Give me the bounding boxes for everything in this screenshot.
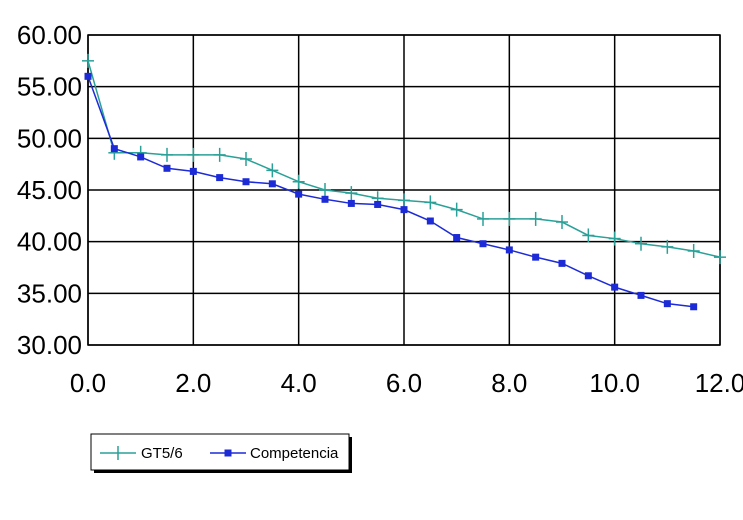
data-point bbox=[582, 228, 595, 243]
data-point bbox=[687, 243, 700, 258]
data-point bbox=[82, 53, 94, 68]
y-tick-label: 50.00 bbox=[17, 123, 82, 153]
legend: GT5/6 Competencia bbox=[90, 433, 352, 473]
data-point bbox=[345, 186, 358, 201]
data-point bbox=[398, 193, 410, 208]
data-point bbox=[532, 253, 540, 261]
data-point bbox=[529, 211, 542, 226]
data-point bbox=[110, 145, 118, 153]
x-tick-label: 12.0 bbox=[695, 368, 743, 398]
data-point bbox=[292, 174, 305, 189]
data-point bbox=[347, 199, 355, 207]
data-point bbox=[584, 272, 592, 280]
data-point bbox=[611, 283, 619, 291]
x-tick-label: 2.0 bbox=[175, 368, 211, 398]
x-axis-ticks: 0.0 2.0 4.0 6.0 8.0 10.0 12.0 bbox=[70, 368, 743, 398]
y-tick-label: 55.00 bbox=[17, 72, 82, 102]
series-line-competencia bbox=[87, 76, 694, 308]
series-group bbox=[82, 53, 726, 311]
x-tick-label: 0.0 bbox=[70, 368, 106, 398]
x-tick-label: 6.0 bbox=[386, 368, 422, 398]
data-point bbox=[477, 211, 489, 226]
data-point bbox=[505, 246, 513, 254]
data-point bbox=[663, 300, 671, 308]
data-point bbox=[714, 250, 726, 265]
data-point bbox=[266, 163, 279, 178]
y-tick-label: 45.00 bbox=[17, 175, 82, 205]
data-point bbox=[319, 183, 331, 197]
data-point bbox=[189, 167, 197, 175]
y-tick-label: 35.00 bbox=[17, 278, 82, 308]
data-point bbox=[374, 200, 382, 208]
legend-shadow bbox=[94, 470, 352, 473]
data-point bbox=[558, 259, 566, 267]
legend-item-competencia: Competencia bbox=[210, 445, 339, 462]
data-point bbox=[637, 291, 645, 299]
data-point bbox=[163, 164, 171, 172]
data-point bbox=[213, 147, 226, 162]
legend-item-gt5-6: GT5/6 bbox=[100, 445, 183, 462]
legend-shadow-side bbox=[349, 437, 352, 473]
y-tick-label: 60.00 bbox=[17, 20, 82, 50]
legend-box bbox=[90, 433, 350, 471]
x-tick-label: 4.0 bbox=[281, 368, 317, 398]
data-point bbox=[453, 234, 461, 242]
y-axis-ticks: 60.00 55.00 50.00 45.00 40.00 35.00 30.00 bbox=[17, 20, 82, 360]
data-point bbox=[424, 195, 437, 210]
data-point bbox=[137, 153, 145, 161]
legend-label: GT5/6 bbox=[141, 445, 183, 462]
data-point bbox=[295, 190, 303, 198]
data-point bbox=[240, 152, 252, 166]
y-tick-label: 40.00 bbox=[17, 227, 82, 257]
data-point bbox=[690, 303, 698, 311]
data-point bbox=[84, 72, 92, 80]
legend-label: Competencia bbox=[250, 445, 339, 462]
y-tick-label: 30.00 bbox=[17, 330, 82, 360]
data-point bbox=[608, 231, 621, 246]
data-point bbox=[556, 215, 568, 230]
data-point bbox=[216, 174, 224, 182]
data-point bbox=[268, 180, 276, 188]
data-point bbox=[635, 236, 647, 251]
data-point bbox=[400, 206, 408, 214]
data-point bbox=[661, 239, 674, 254]
x-tick-label: 10.0 bbox=[589, 368, 640, 398]
data-point bbox=[450, 202, 463, 217]
data-point bbox=[187, 147, 200, 162]
data-point bbox=[161, 147, 173, 162]
x-tick-label: 8.0 bbox=[491, 368, 527, 398]
data-point bbox=[479, 240, 487, 248]
gridlines bbox=[87, 34, 721, 346]
data-point bbox=[321, 195, 329, 203]
data-point bbox=[426, 217, 434, 225]
data-point bbox=[503, 211, 516, 226]
data-point bbox=[242, 178, 250, 186]
